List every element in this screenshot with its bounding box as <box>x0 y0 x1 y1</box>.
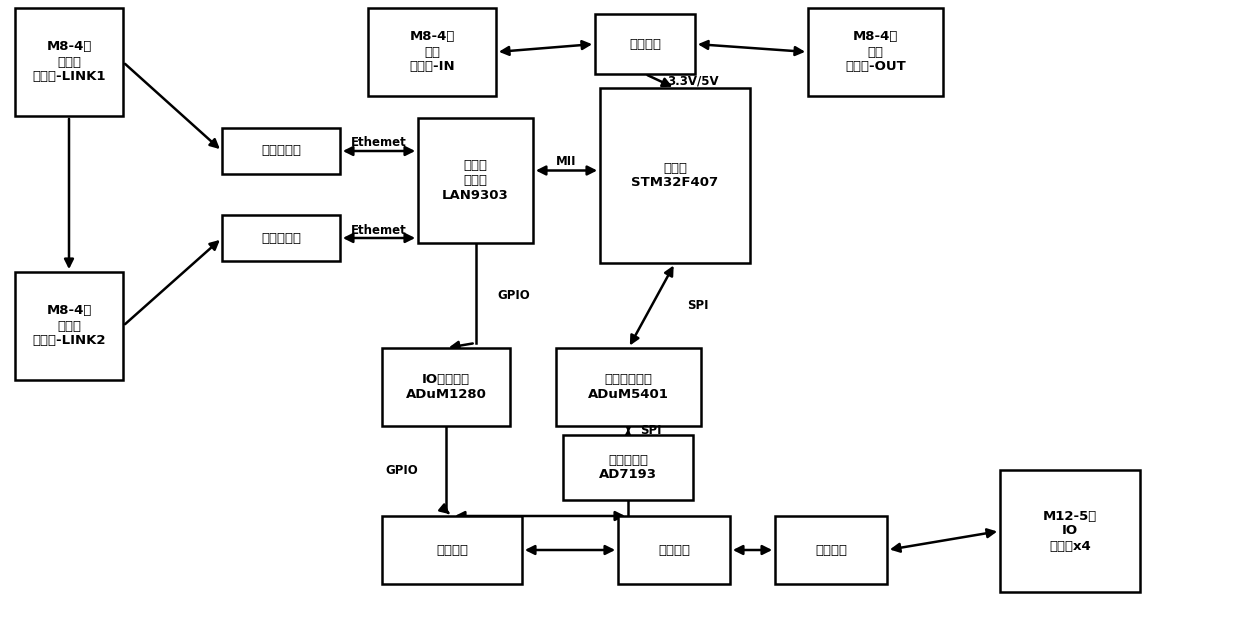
Bar <box>382 348 510 426</box>
Bar <box>222 215 340 261</box>
Text: 总线隔离单元
ADuM5401: 总线隔离单元 ADuM5401 <box>588 373 668 401</box>
Bar <box>418 118 533 243</box>
Text: 模拟开关: 模拟开关 <box>436 544 467 557</box>
Text: SPI: SPI <box>641 424 662 437</box>
Text: 低通滤波: 低通滤波 <box>658 544 689 557</box>
Text: 模数转换器
AD7193: 模数转换器 AD7193 <box>599 453 657 481</box>
Bar <box>15 8 123 116</box>
Text: M8-4芯
以太网
连接器-LINK1: M8-4芯 以太网 连接器-LINK1 <box>32 40 105 83</box>
Bar <box>563 435 693 500</box>
Text: 处理器
STM32F407: 处理器 STM32F407 <box>631 162 718 190</box>
Text: 隔离变压器: 隔离变压器 <box>260 144 301 157</box>
Text: M8-4芯
电源
连接器-IN: M8-4芯 电源 连接器-IN <box>409 30 455 73</box>
Text: 隔离变压器: 隔离变压器 <box>260 231 301 244</box>
Text: Ethemet: Ethemet <box>351 136 407 149</box>
Bar <box>595 14 694 74</box>
Text: 3.3V/5V: 3.3V/5V <box>667 75 719 88</box>
Bar <box>15 272 123 380</box>
Text: M8-4芯
以太网
连接器-LINK2: M8-4芯 以太网 连接器-LINK2 <box>32 305 105 348</box>
Bar <box>999 470 1140 592</box>
Text: GPIO: GPIO <box>386 465 418 478</box>
Bar <box>808 8 942 96</box>
Bar <box>618 516 730 584</box>
Bar <box>600 88 750 263</box>
Bar <box>222 128 340 174</box>
Text: M12-5芯
IO
连接器x4: M12-5芯 IO 连接器x4 <box>1043 509 1097 552</box>
Bar <box>382 516 522 584</box>
Text: GPIO: GPIO <box>497 289 531 302</box>
Text: M8-4芯
电源
连接器-OUT: M8-4芯 电源 连接器-OUT <box>846 30 906 73</box>
Text: 过压保护: 过压保护 <box>815 544 847 557</box>
Bar <box>556 348 701 426</box>
Bar <box>368 8 496 96</box>
Text: Ethemet: Ethemet <box>351 223 407 236</box>
Text: IO隔离单元
ADuM1280: IO隔离单元 ADuM1280 <box>405 373 486 401</box>
Bar <box>775 516 887 584</box>
Text: SPI: SPI <box>687 299 708 312</box>
Text: 电源模块: 电源模块 <box>629 37 661 50</box>
Text: MII: MII <box>557 155 577 168</box>
Text: 以太网
交换机
LAN9303: 以太网 交换机 LAN9303 <box>443 159 508 202</box>
